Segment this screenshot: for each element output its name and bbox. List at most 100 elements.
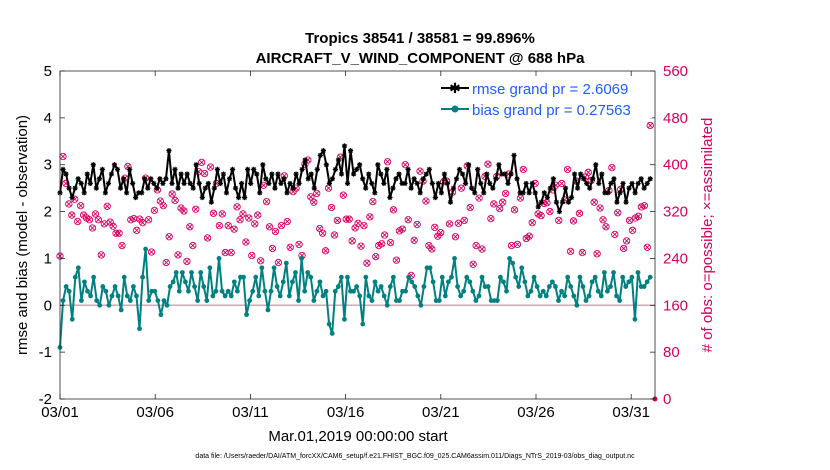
bias-point — [63, 284, 69, 289]
obs-possible-point — [469, 260, 477, 268]
obs-assimilated-point — [641, 203, 647, 209]
obs-assimilated-point — [134, 227, 140, 233]
rmse-point — [438, 190, 444, 196]
bias-point — [537, 293, 543, 299]
obs-assimilated-point — [222, 250, 228, 256]
rmse-point — [217, 180, 224, 187]
bias-point — [595, 288, 601, 294]
bias-point — [335, 284, 341, 289]
bias-point — [608, 284, 613, 289]
rmse-point — [432, 194, 438, 201]
obs-possible-point — [171, 196, 179, 205]
obs-possible-point — [224, 221, 232, 230]
rmse-point — [211, 185, 217, 191]
bias-point — [611, 270, 616, 275]
rmse-point — [60, 166, 66, 172]
obs-assimilated-point — [476, 195, 482, 201]
rmse-point — [139, 190, 145, 196]
obs-assimilated-point — [240, 211, 246, 217]
obs-assimilated-point — [621, 245, 627, 251]
bias-point — [320, 293, 326, 299]
bias-point — [204, 298, 210, 303]
obs-possible-point — [150, 206, 159, 215]
rmse-point — [99, 166, 105, 172]
rmse-point — [145, 185, 151, 191]
bias-point — [467, 279, 473, 285]
obs-assimilated-point — [261, 182, 267, 188]
rmse-point — [571, 171, 578, 177]
obs-assimilated-point — [473, 243, 479, 249]
obs-assimilated-point — [520, 166, 526, 172]
obs-possible-point — [369, 197, 377, 206]
obs-assimilated-point — [364, 260, 370, 266]
obs-assimilated-point — [432, 224, 438, 230]
rmse-point — [136, 190, 142, 196]
bias-point — [592, 274, 598, 280]
rmse-point — [269, 171, 275, 177]
obs-assimilated-point — [509, 243, 515, 249]
obs-possible-point — [566, 247, 575, 256]
obs-assimilated-point — [128, 217, 134, 223]
bias-point — [384, 302, 390, 308]
rmse-point — [402, 180, 408, 187]
rmse-point — [556, 208, 563, 215]
obs-possible-point — [159, 202, 167, 210]
bias-point — [106, 302, 112, 308]
obs-possible-point — [174, 251, 182, 259]
obs-assimilated-point — [411, 237, 417, 243]
bias-point — [458, 293, 464, 299]
obs-possible-point — [286, 243, 294, 251]
obs-possible-point — [496, 204, 504, 213]
obs-assimilated-point — [385, 159, 391, 165]
rmse-point — [632, 190, 638, 196]
bias-point — [323, 288, 329, 294]
bias-point — [274, 284, 280, 289]
rmse-point — [605, 190, 611, 196]
bias-point — [213, 288, 219, 294]
bias-point — [121, 274, 127, 280]
rmse-point — [535, 204, 541, 210]
rmse-point — [375, 162, 381, 168]
bias-point — [390, 274, 396, 280]
bias-point — [256, 293, 262, 299]
obs-possible-point — [130, 214, 138, 223]
bias-point — [525, 293, 531, 299]
obs-assimilated-point — [284, 219, 290, 225]
obs-possible-point — [245, 214, 253, 222]
rmse-point — [620, 180, 626, 187]
obs-assimilated-point — [485, 161, 491, 167]
rmse-point — [599, 171, 605, 177]
bias-point — [195, 298, 201, 303]
obs-possible-point — [327, 203, 336, 212]
obs-assimilated-point — [146, 217, 152, 223]
obs-assimilated-point — [328, 204, 335, 210]
bias-point — [455, 284, 460, 289]
obs-possible-point — [475, 194, 483, 202]
obs-possible-point — [416, 167, 424, 175]
y-axis-right-label: # of obs: o=possible; ×=assimilated — [699, 118, 716, 353]
obs-possible-point — [230, 225, 238, 233]
obs-possible-point — [575, 209, 584, 217]
obs-assimilated-point — [458, 185, 464, 191]
bias-point — [540, 288, 546, 294]
rmse-point — [493, 176, 499, 182]
bias-point — [317, 279, 323, 285]
rmse-point — [502, 171, 508, 177]
rmse-point — [272, 185, 278, 191]
obs-assimilated-point — [370, 199, 376, 205]
bias-point — [534, 284, 540, 289]
obs-assimilated-point — [269, 245, 276, 251]
obs-assimilated-point — [461, 217, 467, 223]
legend-bias-marker — [451, 105, 459, 113]
bias-point — [179, 270, 185, 275]
obs-possible-point — [451, 233, 460, 241]
obs-possible-point — [339, 191, 347, 199]
rmse-point — [360, 176, 366, 182]
obs-possible-point — [593, 250, 601, 258]
bias-point — [286, 293, 292, 299]
obs-possible-point — [611, 230, 619, 239]
legend-rmse-marker: ✱ — [449, 80, 461, 96]
obs-assimilated-point — [249, 252, 255, 259]
rmse-point — [629, 180, 635, 187]
rmse-point — [420, 176, 426, 182]
